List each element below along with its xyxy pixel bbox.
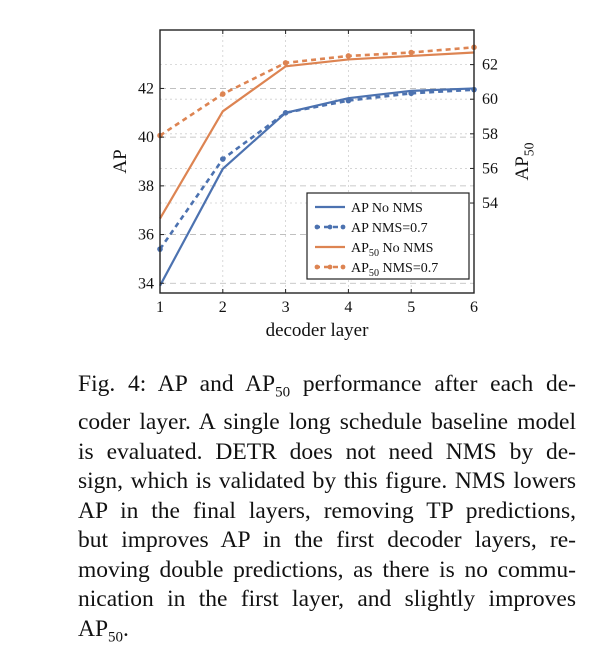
y2-tick-label: 56: [482, 160, 498, 177]
plot-frame: [159, 29, 475, 294]
series-point-1: [408, 90, 415, 97]
y-tick-label: 38: [138, 178, 154, 195]
series-point-1: [220, 156, 226, 162]
series-point-1: [345, 97, 352, 104]
caption-line: AP50.: [78, 615, 129, 646]
series-point-1: [282, 109, 289, 116]
caption-line: moving double predictions, as there is n…: [78, 556, 576, 583]
x-tick-label: 5: [407, 299, 415, 316]
y-tick-label: 42: [138, 80, 154, 97]
y-tick-label: 40: [138, 129, 154, 146]
y-tick-label: 34: [138, 275, 154, 292]
series-point-3: [408, 49, 415, 56]
y2-tick-label: 58: [482, 126, 498, 143]
series-point-3: [345, 53, 352, 59]
legend-marker-1: [327, 224, 333, 230]
legend-label-2: AP50 No NMS: [351, 241, 433, 259]
y2-tick-label: 62: [482, 57, 498, 74]
caption-line: Fig. 4: AP and AP50 performance after ea…: [78, 371, 576, 401]
legend-label-0: AP No NMS: [351, 201, 423, 216]
legend-label-3: AP50 NMS=0.7: [351, 261, 438, 279]
caption-line: AP in the final layers, removing TP pred…: [78, 497, 576, 524]
x-tick-label: 3: [282, 299, 290, 316]
series-point-3: [282, 60, 289, 66]
x-tick-label: 1: [156, 299, 164, 316]
legend-marker-1: [340, 224, 346, 230]
caption-line: nication in the first layer, and slightl…: [78, 586, 576, 613]
figure: 1 2 3 4 5 6 34 36 38 40 42 54 56 58 60 62 decoder layer A…: [110, 29, 536, 341]
legend-marker-3: [327, 264, 333, 270]
legend-marker-1: [314, 224, 320, 230]
caption-line: but improves AP in the first decoder lay…: [78, 527, 576, 554]
series-line-2: [159, 51, 475, 220]
series-point-3: [220, 91, 226, 97]
caption-line: is evaluated. DETR does not need NMS by …: [78, 438, 576, 465]
x-tick-label: 2: [219, 299, 227, 316]
legend-marker-3: [314, 264, 320, 270]
x-axis-label: decoder layer: [266, 320, 370, 341]
y-axis-label: AP: [110, 149, 131, 173]
series-line-3: [159, 46, 475, 137]
legend-marker-3: [340, 264, 346, 270]
y2-tick-label: 54: [482, 195, 498, 212]
y-tick-label: 36: [138, 227, 154, 244]
caption-line: coder layer. A single long schedule base…: [78, 409, 576, 436]
caption-line: sign, which is validated by this figure.…: [78, 468, 576, 495]
figure-caption: Fig. 4: AP and AP50 performance after ea…: [78, 370, 576, 653]
y2-tick-label: 60: [482, 91, 498, 108]
series-line-1: [158, 88, 475, 250]
x-tick-label: 6: [470, 299, 478, 316]
x-tick-label: 4: [344, 299, 352, 316]
y2-axis-label: AP50: [512, 142, 536, 180]
legend-label-1: AP NMS=0.7: [351, 221, 428, 236]
